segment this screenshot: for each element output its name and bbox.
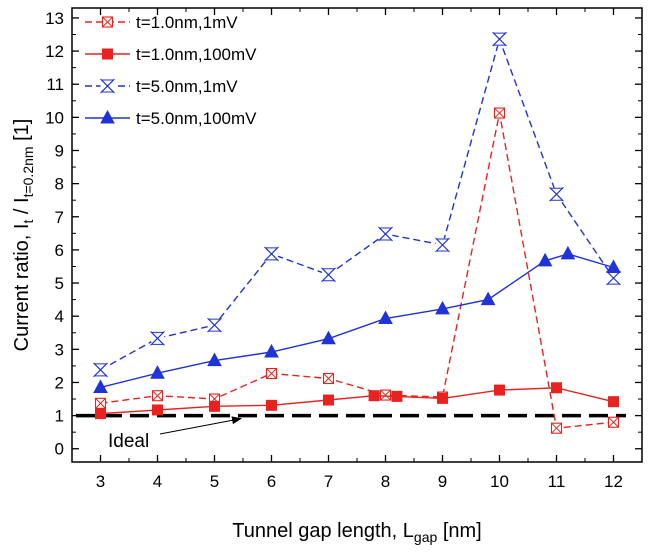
data-point: [264, 343, 279, 358]
data-point: [207, 317, 222, 333]
x-axis-label-main: Tunnel gap length, L: [232, 520, 414, 542]
data-point: [494, 384, 505, 396]
data-point: [378, 226, 393, 242]
data-point: [266, 399, 277, 411]
y-tick-label: 10: [45, 108, 64, 127]
x-tick-label: 11: [548, 472, 566, 491]
legend-entry: t=5.0nm,1mV: [85, 77, 238, 96]
legend-entry: t=1.0nm,1mV: [85, 13, 238, 32]
x-axis-label: Tunnel gap length, Lgap [nm]: [232, 520, 481, 545]
data-point: [391, 390, 403, 402]
y-tick-label: 8: [55, 175, 64, 194]
x-axis-label-sub: gap: [414, 529, 438, 545]
series-line: [100, 387, 614, 415]
y-tick-label: 4: [55, 307, 64, 326]
legend-label: t=5.0nm,1mV: [136, 77, 238, 96]
y-tick-label: 12: [45, 42, 64, 61]
y-axis-label-sub2: t=0.2nm: [20, 146, 36, 197]
data-point: [100, 109, 115, 124]
y-axis-label-post: [1]: [11, 119, 33, 147]
data-point: [537, 252, 553, 267]
annotation-arrow: [159, 416, 242, 435]
x-tick-label: 10: [490, 472, 509, 491]
data-point: [551, 382, 562, 394]
series-line: [100, 112, 614, 429]
y-tick-label: 13: [45, 9, 64, 28]
x-axis-label-unit: [nm]: [437, 520, 481, 542]
data-point: [94, 397, 107, 409]
y-axis-label: Current ratio, It / It=0.2nm [1]: [11, 119, 36, 352]
y-tick-label: 6: [55, 241, 64, 260]
x-tick-label: 9: [438, 472, 447, 491]
series-1: [94, 107, 620, 434]
legend-label: t=5.0nm,100mV: [136, 109, 257, 128]
data-point: [321, 330, 336, 345]
data-point: [101, 16, 114, 28]
data-point: [549, 186, 564, 202]
data-point: [560, 245, 576, 260]
y-tick-label: 9: [55, 141, 64, 160]
legend-label: t=1.0nm,100mV: [136, 45, 257, 64]
data-point: [93, 379, 108, 393]
data-point: [606, 270, 621, 286]
data-point: [492, 31, 507, 47]
data-point: [607, 416, 620, 428]
x-tick-label: 7: [324, 472, 333, 491]
x-tick-label: 12: [604, 472, 623, 491]
y-tick-label: 2: [55, 373, 64, 392]
annotation-label: Ideal: [108, 431, 149, 452]
data-point: [152, 404, 163, 416]
data-point: [368, 390, 380, 402]
data-point: [265, 367, 278, 380]
data-point: [435, 237, 450, 253]
series-2: [95, 382, 619, 420]
x-tick-label: 5: [210, 472, 219, 491]
data-point: [606, 259, 621, 273]
x-tick-label: 3: [96, 472, 105, 491]
y-tick-label: 3: [55, 340, 64, 359]
y-tick-label: 5: [55, 274, 64, 293]
y-tick-label: 1: [55, 407, 64, 426]
y-tick-label: 7: [55, 208, 64, 227]
y-axis-label-sub1: t: [20, 220, 36, 224]
data-point: [93, 362, 108, 378]
data-point: [493, 107, 506, 119]
data-point: [209, 400, 220, 412]
x-tick-label: 4: [153, 472, 162, 491]
y-tick-label: 0: [55, 440, 64, 459]
legend-entry: t=1.0nm,100mV: [85, 45, 257, 64]
data-point: [550, 422, 563, 434]
y-axis-label-pre: Current ratio, I: [11, 224, 33, 352]
legend-label: t=1.0nm,1mV: [136, 13, 238, 32]
data-point: [207, 352, 222, 367]
series-line: [100, 36, 615, 371]
data-point: [608, 396, 619, 408]
data-point: [379, 389, 392, 401]
data-point: [323, 394, 334, 406]
data-point: [435, 300, 450, 315]
y-tick-label: 11: [46, 75, 64, 94]
x-tick-label: 6: [267, 472, 276, 491]
data-point: [480, 291, 496, 306]
data-point: [322, 372, 335, 385]
data-point: [95, 408, 106, 420]
data-point: [378, 310, 393, 325]
x-tick-label: 8: [381, 472, 390, 491]
data-point: [102, 48, 113, 60]
data-point: [150, 365, 165, 379]
series-4: [93, 245, 621, 393]
data-point: [150, 331, 165, 346]
legend-entry: t=5.0nm,100mV: [85, 109, 257, 128]
data-point: [100, 78, 115, 94]
data-point: [321, 267, 336, 283]
data-point: [151, 390, 164, 402]
series-3: [93, 31, 621, 378]
data-point: [437, 392, 448, 404]
data-point: [264, 246, 279, 262]
y-axis-label-mid: / I: [11, 197, 33, 219]
